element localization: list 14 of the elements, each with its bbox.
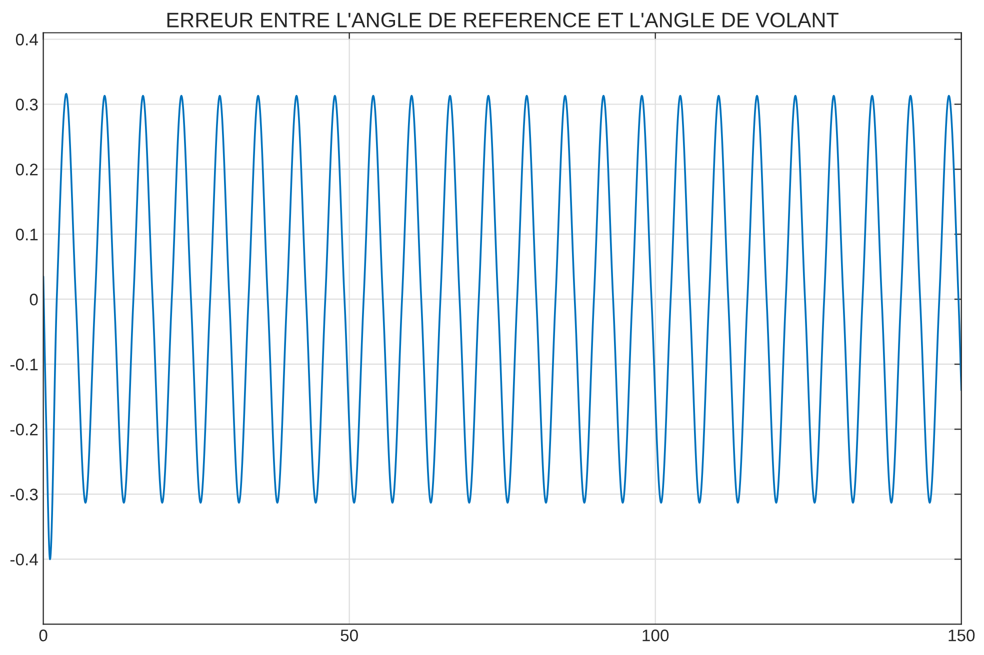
x-tick-label: 100 [642, 630, 669, 642]
y-tick-label: 0.3 [16, 98, 38, 110]
x-tick-label: 150 [948, 630, 975, 642]
y-tick-label: -0.2 [10, 424, 38, 436]
y-tick-label: 0.4 [16, 34, 38, 46]
y-tick-label: -0.1 [10, 358, 38, 370]
x-tick-label: 0 [39, 630, 48, 642]
y-tick-label: -0.3 [10, 488, 38, 500]
x-tick-label: 50 [340, 630, 358, 642]
chart-title: ERREUR ENTRE L'ANGLE DE REFERENCE ET L'ANGLE DE VOLANT [167, 12, 838, 28]
y-tick-label: 0 [30, 294, 38, 306]
y-tick-label: 0.1 [16, 228, 38, 240]
y-tick-label: -0.4 [10, 554, 38, 566]
y-tick-label: 0.2 [16, 164, 38, 176]
